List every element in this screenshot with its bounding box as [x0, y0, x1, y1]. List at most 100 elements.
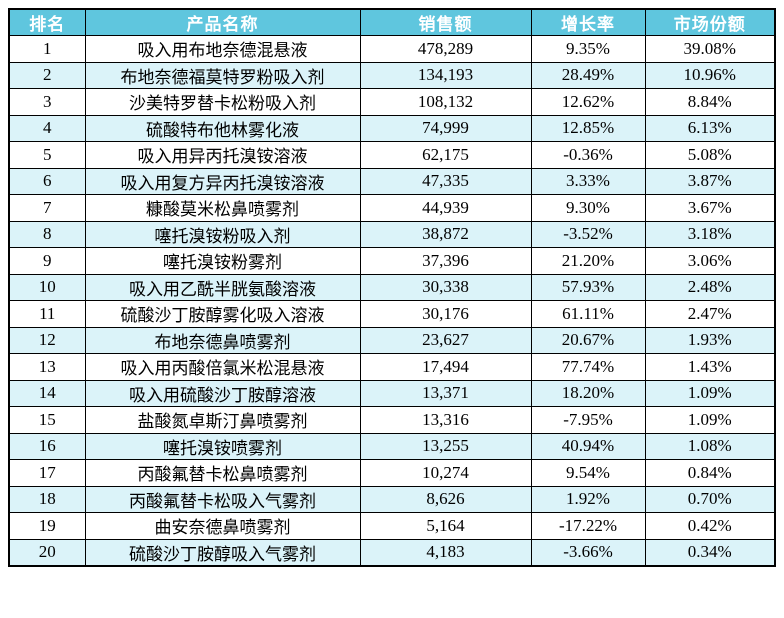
sales-cell: 62,175 — [359, 141, 532, 169]
table-row: 13 吸入用丙酸倍氯米松混悬液 17,494 77.74% 1.43% — [8, 353, 776, 381]
rank-cell: 2 — [8, 61, 86, 89]
market-share-cell: 8.84% — [644, 88, 776, 116]
rank-cell: 20 — [8, 538, 86, 566]
sales-cell: 134,193 — [359, 61, 532, 89]
product-name-cell: 糠酸莫米松鼻喷雾剂 — [84, 194, 361, 222]
sales-cell: 30,176 — [359, 300, 532, 328]
rank-cell: 10 — [8, 273, 86, 301]
market-share-cell: 1.93% — [644, 326, 776, 354]
growth-rate-cell: 61.11% — [530, 300, 646, 328]
table-row: 12 布地奈德鼻喷雾剂 23,627 20.67% 1.93% — [8, 326, 776, 354]
table-header: 排名 产品名称 销售额 增长率 市场份额 — [8, 8, 776, 36]
table-row: 18 丙酸氟替卡松吸入气雾剂 8,626 1.92% 0.70% — [8, 485, 776, 513]
table-row: 7 糠酸莫米松鼻喷雾剂 44,939 9.30% 3.67% — [8, 194, 776, 222]
rank-cell: 18 — [8, 485, 86, 513]
table-row: 2 布地奈德福莫特罗粉吸入剂 134,193 28.49% 10.96% — [8, 61, 776, 89]
rank-cell: 4 — [8, 114, 86, 142]
rank-cell: 13 — [8, 353, 86, 381]
rank-cell: 15 — [8, 406, 86, 434]
growth-rate-cell: 18.20% — [530, 379, 646, 407]
rank-cell: 6 — [8, 167, 86, 195]
table-row: 19 曲安奈德鼻喷雾剂 5,164 -17.22% 0.42% — [8, 512, 776, 540]
growth-rate-cell: -3.52% — [530, 220, 646, 248]
market-share-cell: 1.08% — [644, 432, 776, 460]
column-header-growth-rate: 增长率 — [530, 8, 646, 36]
header-row: 排名 产品名称 销售额 增长率 市场份额 — [8, 8, 776, 36]
table-row: 4 硫酸特布他林雾化液 74,999 12.85% 6.13% — [8, 114, 776, 142]
market-share-cell: 0.34% — [644, 538, 776, 566]
product-name-cell: 吸入用布地奈德混悬液 — [84, 35, 361, 63]
sales-cell: 13,371 — [359, 379, 532, 407]
sales-cell: 4,183 — [359, 538, 532, 566]
product-name-cell: 丙酸氟替卡松鼻喷雾剂 — [84, 459, 361, 487]
growth-rate-cell: -7.95% — [530, 406, 646, 434]
sales-cell: 8,626 — [359, 485, 532, 513]
product-name-cell: 丙酸氟替卡松吸入气雾剂 — [84, 485, 361, 513]
sales-cell: 10,274 — [359, 459, 532, 487]
market-share-cell: 10.96% — [644, 61, 776, 89]
growth-rate-cell: 40.94% — [530, 432, 646, 460]
rank-cell: 16 — [8, 432, 86, 460]
growth-rate-cell: 77.74% — [530, 353, 646, 381]
growth-rate-cell: 20.67% — [530, 326, 646, 354]
market-share-cell: 6.13% — [644, 114, 776, 142]
table-row: 11 硫酸沙丁胺醇雾化吸入溶液 30,176 61.11% 2.47% — [8, 300, 776, 328]
rank-cell: 9 — [8, 247, 86, 275]
growth-rate-cell: 3.33% — [530, 167, 646, 195]
table-row: 5 吸入用异丙托溴铵溶液 62,175 -0.36% 5.08% — [8, 141, 776, 169]
product-name-cell: 吸入用乙酰半胱氨酸溶液 — [84, 273, 361, 301]
growth-rate-cell: 12.62% — [530, 88, 646, 116]
market-share-cell: 1.09% — [644, 406, 776, 434]
sales-cell: 38,872 — [359, 220, 532, 248]
product-name-cell: 噻托溴铵粉雾剂 — [84, 247, 361, 275]
column-header-market-share: 市场份额 — [644, 8, 776, 36]
sales-cell: 478,289 — [359, 35, 532, 63]
market-share-cell: 0.84% — [644, 459, 776, 487]
sales-cell: 30,338 — [359, 273, 532, 301]
column-header-sales: 销售额 — [359, 8, 532, 36]
market-share-cell: 5.08% — [644, 141, 776, 169]
growth-rate-cell: 12.85% — [530, 114, 646, 142]
market-share-cell: 3.67% — [644, 194, 776, 222]
market-share-cell: 3.18% — [644, 220, 776, 248]
product-name-cell: 吸入用异丙托溴铵溶液 — [84, 141, 361, 169]
table-row: 14 吸入用硫酸沙丁胺醇溶液 13,371 18.20% 1.09% — [8, 379, 776, 407]
table-row: 10 吸入用乙酰半胱氨酸溶液 30,338 57.93% 2.48% — [8, 273, 776, 301]
table-row: 3 沙美特罗替卡松粉吸入剂 108,132 12.62% 8.84% — [8, 88, 776, 116]
product-ranking-report: 排名 产品名称 销售额 增长率 市场份额 1 吸入用布地奈德混悬液 478,28… — [8, 8, 776, 567]
growth-rate-cell: 1.92% — [530, 485, 646, 513]
sales-cell: 17,494 — [359, 353, 532, 381]
product-name-cell: 曲安奈德鼻喷雾剂 — [84, 512, 361, 540]
table-row: 8 噻托溴铵粉吸入剂 38,872 -3.52% 3.18% — [8, 220, 776, 248]
growth-rate-cell: 9.54% — [530, 459, 646, 487]
table-row: 15 盐酸氮卓斯汀鼻喷雾剂 13,316 -7.95% 1.09% — [8, 406, 776, 434]
growth-rate-cell: -17.22% — [530, 512, 646, 540]
column-header-rank: 排名 — [8, 8, 86, 36]
table-row: 17 丙酸氟替卡松鼻喷雾剂 10,274 9.54% 0.84% — [8, 459, 776, 487]
rank-cell: 14 — [8, 379, 86, 407]
column-header-product-name: 产品名称 — [84, 8, 361, 36]
growth-rate-cell: 21.20% — [530, 247, 646, 275]
table-row: 16 噻托溴铵喷雾剂 13,255 40.94% 1.08% — [8, 432, 776, 460]
growth-rate-cell: 9.35% — [530, 35, 646, 63]
rank-cell: 11 — [8, 300, 86, 328]
market-share-cell: 2.48% — [644, 273, 776, 301]
product-name-cell: 吸入用复方异丙托溴铵溶液 — [84, 167, 361, 195]
sales-cell: 23,627 — [359, 326, 532, 354]
growth-rate-cell: -0.36% — [530, 141, 646, 169]
product-name-cell: 吸入用丙酸倍氯米松混悬液 — [84, 353, 361, 381]
table-body: 1 吸入用布地奈德混悬液 478,289 9.35% 39.08% 2 布地奈德… — [8, 35, 776, 566]
market-share-cell: 0.70% — [644, 485, 776, 513]
rank-cell: 17 — [8, 459, 86, 487]
market-share-cell: 39.08% — [644, 35, 776, 63]
rank-cell: 7 — [8, 194, 86, 222]
table-row: 1 吸入用布地奈德混悬液 478,289 9.35% 39.08% — [8, 35, 776, 63]
product-name-cell: 盐酸氮卓斯汀鼻喷雾剂 — [84, 406, 361, 434]
market-share-cell: 3.87% — [644, 167, 776, 195]
rank-cell: 8 — [8, 220, 86, 248]
sales-cell: 37,396 — [359, 247, 532, 275]
rank-cell: 5 — [8, 141, 86, 169]
growth-rate-cell: 57.93% — [530, 273, 646, 301]
rank-cell: 12 — [8, 326, 86, 354]
sales-cell: 13,316 — [359, 406, 532, 434]
